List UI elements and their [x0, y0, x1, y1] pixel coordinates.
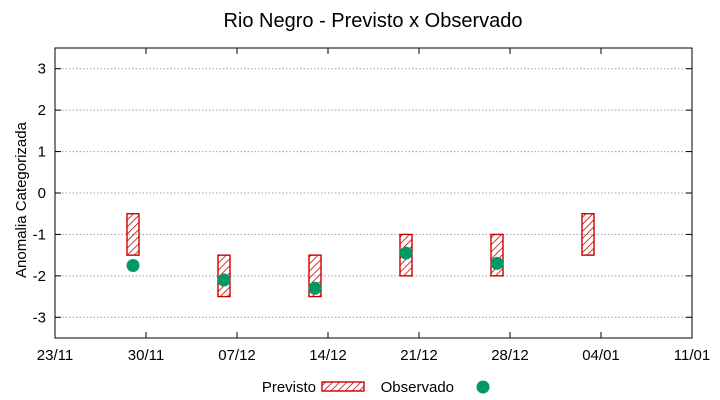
y-tick-label: -1 — [33, 226, 46, 243]
observed-point — [399, 246, 413, 260]
chart-title: Rio Negro - Previsto x Observado — [223, 10, 522, 32]
x-tick-label: 30/11 — [128, 347, 164, 364]
plot-frame — [54, 47, 693, 339]
x-tick-label: 11/01 — [674, 347, 710, 364]
observed-point — [308, 281, 322, 295]
y-axis-label: Anomalia Categorizada — [13, 121, 30, 278]
legend: Previsto Observado — [262, 379, 490, 396]
x-tick-label: 28/12 — [491, 347, 529, 364]
y-tick-label: 2 — [38, 102, 46, 119]
y-tick-label: 3 — [38, 61, 46, 78]
y-tick-label: -3 — [33, 309, 46, 326]
x-axis-ticks: 23/11 30/11 07/12 14/12 21/12 28/12 04/01 11/01 — [37, 48, 710, 364]
observed-point — [490, 256, 504, 270]
x-tick-label: 21/12 — [400, 347, 438, 364]
y-axis-ticks: -3 -2 -1 0 1 2 3 — [33, 61, 692, 326]
y-tick-label: 0 — [38, 185, 46, 202]
observed-series — [126, 246, 504, 295]
grid-lines — [55, 68, 692, 318]
x-tick-label: 07/12 — [218, 347, 256, 364]
legend-forecast-label: Previsto — [262, 379, 316, 396]
x-tick-label: 04/01 — [582, 347, 620, 364]
y-tick-label: 1 — [38, 144, 46, 161]
forecast-range-bar — [126, 213, 140, 256]
observed-point — [126, 259, 140, 272]
forecast-range-bar — [581, 213, 595, 256]
x-tick-label: 23/11 — [37, 347, 73, 364]
forecast-series — [126, 213, 595, 298]
legend-forecast-swatch — [321, 381, 365, 392]
y-tick-label: -2 — [33, 268, 46, 285]
legend-observed-marker — [476, 380, 490, 394]
x-tick-label: 14/12 — [309, 347, 347, 364]
observed-point — [217, 273, 231, 287]
legend-observed-label: Observado — [381, 379, 454, 396]
